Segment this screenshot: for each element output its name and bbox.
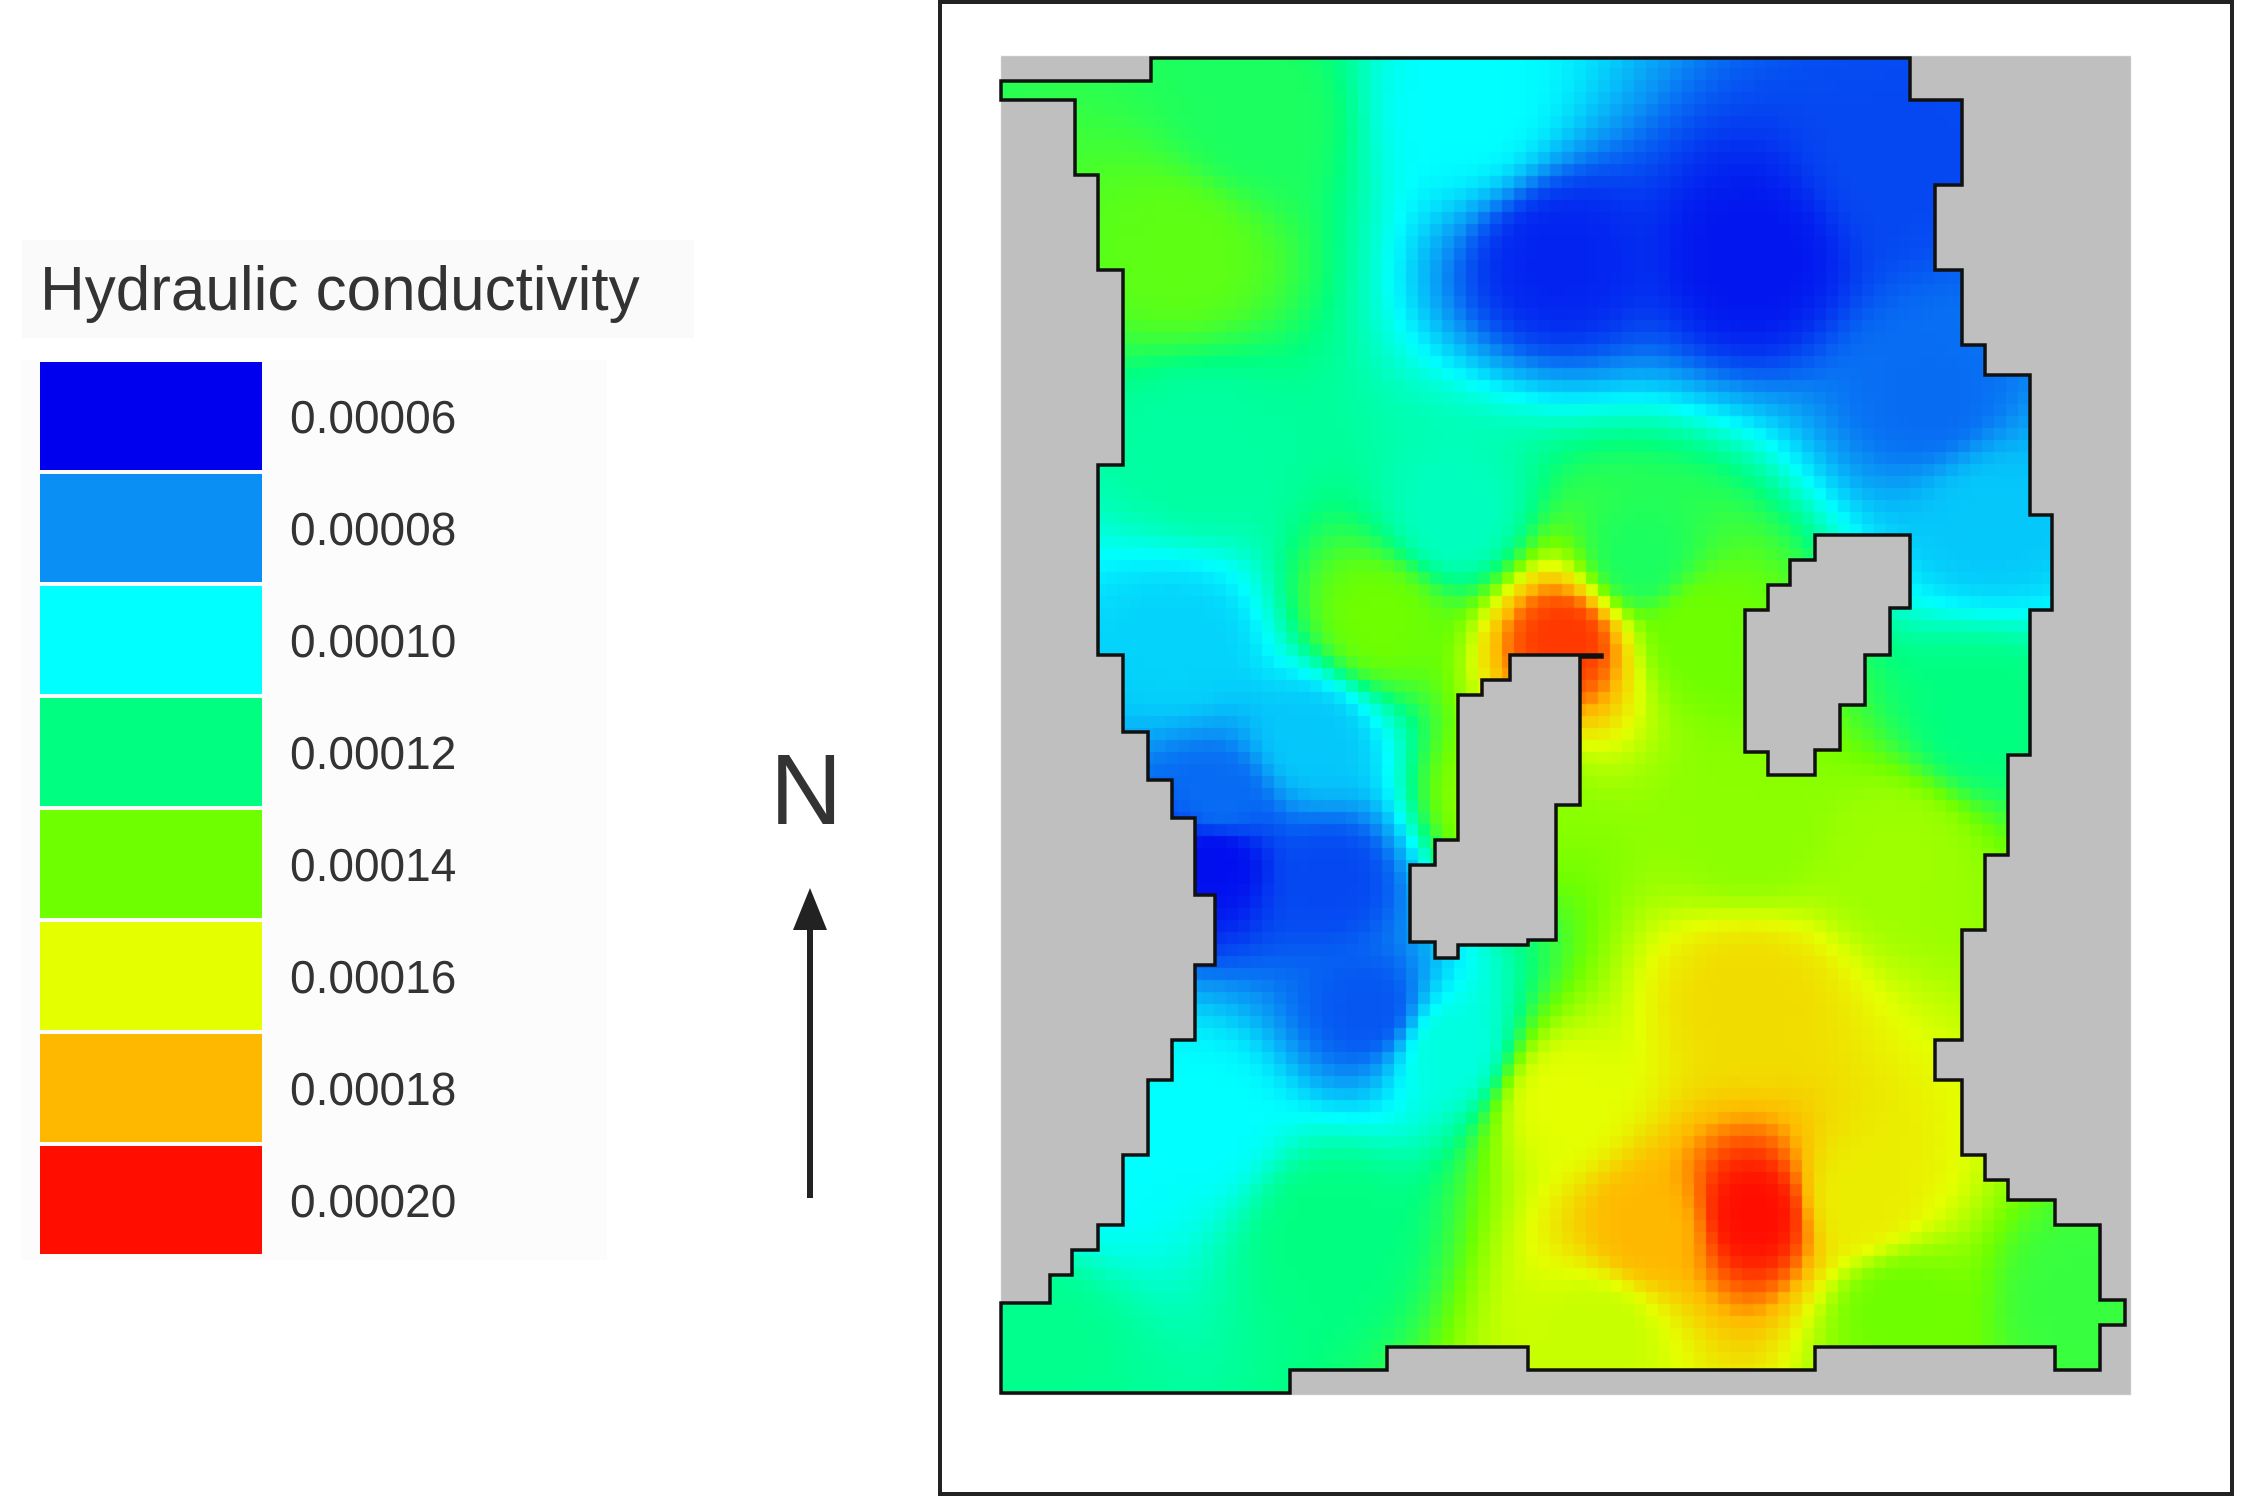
legend-label: 0.00014 [290, 839, 457, 891]
legend-title-background [22, 240, 694, 338]
legend-swatch [40, 1146, 262, 1254]
legend: Hydraulic conductivity 0.00006 0.00008 0.0… [22, 240, 694, 1260]
domain-boundary [999, 56, 2127, 1395]
legend-label: 0.00012 [290, 727, 457, 779]
inactive-zone-west [1408, 653, 1604, 960]
legend-item: 0.00018 [40, 1034, 600, 1146]
legend-label: 0.00010 [290, 615, 457, 667]
legend-label: 0.00020 [290, 1175, 457, 1227]
legend-swatch [40, 586, 262, 694]
legend-swatch [40, 474, 262, 582]
legend-item: 0.00014 [40, 810, 600, 922]
legend-swatch [40, 698, 262, 806]
legend-title: Hydraulic conductivity [40, 255, 640, 324]
legend-swatch [40, 362, 262, 470]
inactive-zone-east [1743, 533, 1912, 777]
legend-item: 0.00010 [40, 586, 600, 698]
legend-swatch [40, 1034, 262, 1142]
legend-item: 0.00020 [40, 1146, 600, 1258]
legend-item: 0.00006 [40, 362, 600, 474]
hydraulic-conductivity-raster [942, 4, 2230, 1492]
legend-label: 0.00006 [290, 391, 457, 443]
north-arrow-icon [793, 888, 827, 1198]
legend-label: 0.00018 [290, 1063, 457, 1115]
north-label: N [770, 734, 843, 846]
legend-swatch [40, 922, 262, 1030]
legend-label: 0.00016 [290, 951, 457, 1003]
legend-item: 0.00012 [40, 698, 600, 810]
north-arrow: N [760, 740, 860, 1210]
legend-swatch [40, 810, 262, 918]
legend-item: 0.00008 [40, 474, 600, 586]
legend-label: 0.00008 [290, 503, 457, 555]
map-frame [938, 0, 2234, 1496]
model-domain-outline [999, 56, 2127, 1395]
legend-item: 0.00016 [40, 922, 600, 1034]
